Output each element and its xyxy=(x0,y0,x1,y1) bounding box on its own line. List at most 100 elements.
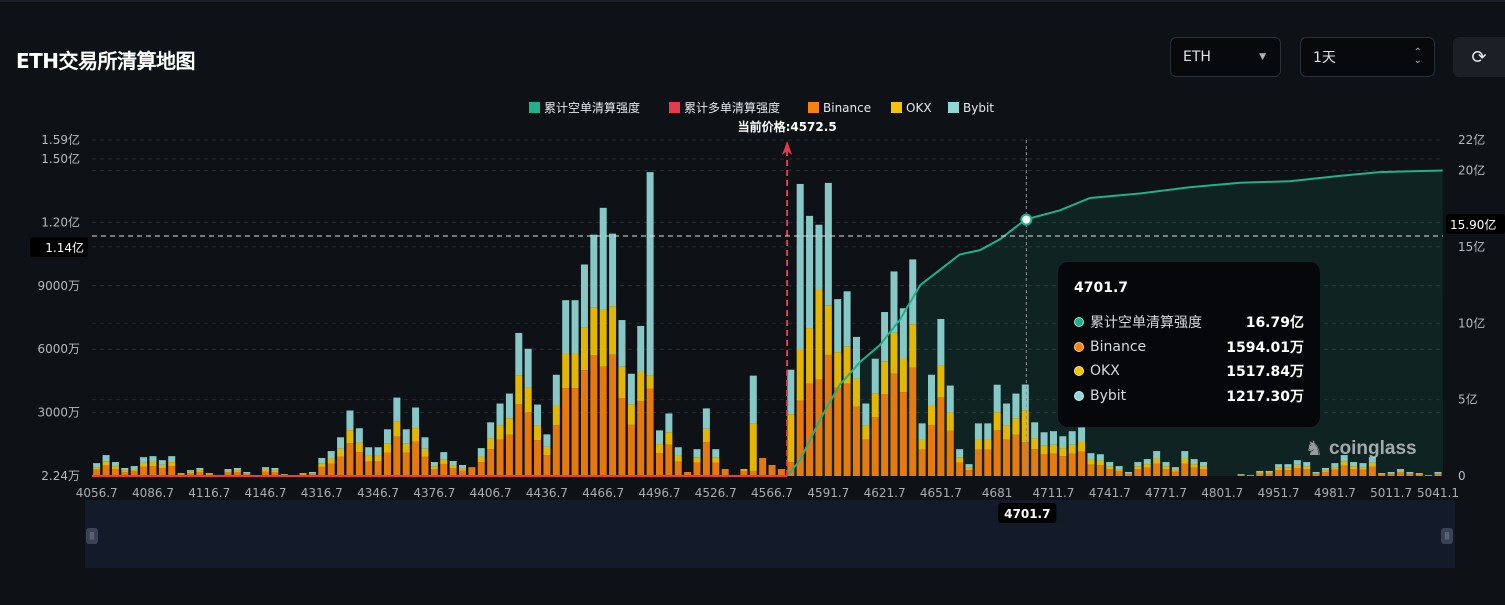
refresh-button[interactable]: ⟳ xyxy=(1453,37,1505,77)
bar-binance xyxy=(158,467,166,476)
bar-bybit xyxy=(552,374,560,405)
bar-okx xyxy=(918,439,926,450)
bar-binance xyxy=(768,465,776,476)
bar-okx xyxy=(1434,473,1442,474)
bar-binance xyxy=(1115,470,1123,476)
x-tick-label: 4621.7 xyxy=(864,486,906,500)
bar-binance xyxy=(130,470,138,476)
bar-bybit xyxy=(824,182,832,306)
x-tick-label: 4681 xyxy=(982,486,1013,500)
series-dot-icon xyxy=(1074,317,1084,328)
bar-binance xyxy=(1049,453,1057,476)
bar-bybit xyxy=(1124,471,1132,474)
bar-okx xyxy=(440,459,448,464)
bar-binance xyxy=(1425,475,1433,476)
bar-okx xyxy=(712,457,720,463)
bar-binance xyxy=(1406,473,1414,476)
bar-bybit xyxy=(599,207,607,310)
x-tick-label: 4436.7 xyxy=(526,486,568,500)
tooltip-value: 1517.84万 xyxy=(1226,364,1304,381)
bar-okx xyxy=(374,455,382,462)
bar-okx xyxy=(346,430,354,444)
bar-binance xyxy=(702,442,710,476)
bar-bybit xyxy=(1200,462,1208,467)
bar-bybit xyxy=(974,423,982,440)
bar-binance xyxy=(355,452,363,476)
legend-swatch xyxy=(948,102,959,113)
x-tick-label: 4146.7 xyxy=(245,486,287,500)
bar-binance xyxy=(852,406,860,476)
bar-okx xyxy=(637,370,645,401)
bar-bybit xyxy=(1284,464,1292,468)
x-tick-label: 4496.7 xyxy=(638,486,680,500)
bar-okx xyxy=(1124,473,1132,474)
y-left-tick-label: 1.20亿 xyxy=(41,214,80,229)
bar-bybit xyxy=(1012,393,1020,419)
bar-okx xyxy=(1256,472,1264,474)
legend-item: Binance xyxy=(823,101,871,115)
bar-bybit xyxy=(1087,453,1095,460)
bar-okx xyxy=(1265,472,1273,474)
bar-bybit xyxy=(205,473,213,474)
bar-okx xyxy=(524,387,532,413)
bar-bybit xyxy=(1256,470,1264,473)
bar-okx xyxy=(599,309,607,367)
bar-binance xyxy=(1078,451,1086,476)
tooltip-label: OKX xyxy=(1090,363,1120,380)
bar-bybit xyxy=(158,460,166,465)
bar-okx xyxy=(421,448,429,457)
bar-bybit xyxy=(1096,454,1104,461)
bar-okx xyxy=(177,473,185,475)
slider-handle-right[interactable]: || xyxy=(1441,528,1453,544)
x-tick-label: 5011.7 xyxy=(1370,486,1412,500)
slider-handle-left[interactable]: || xyxy=(86,528,98,544)
bar-okx xyxy=(205,473,213,475)
bar-binance xyxy=(1331,469,1339,476)
y-left-tick-label: 3000万 xyxy=(37,406,80,420)
bar-okx xyxy=(1162,466,1170,470)
bar-binance xyxy=(262,471,270,476)
tooltip-row: OKX 1517.84万 xyxy=(1074,359,1304,384)
bar-binance xyxy=(899,392,907,476)
bar-okx xyxy=(243,473,251,474)
time-range-select[interactable]: 1天 ⌃ ⌄ xyxy=(1300,37,1435,77)
bar-bybit xyxy=(618,320,626,367)
bar-bybit xyxy=(346,410,354,431)
bar-bybit xyxy=(580,264,588,328)
page-title: ETH交易所清算地图 xyxy=(16,49,196,73)
bar-binance xyxy=(1340,465,1348,476)
bar-bybit xyxy=(946,385,954,413)
bar-bybit xyxy=(440,452,448,460)
bar-bybit xyxy=(637,325,645,371)
bar-bybit xyxy=(1359,463,1367,468)
y-left-tick-label: 1.59亿 xyxy=(41,132,80,147)
tooltip-value: 1217.30万 xyxy=(1226,388,1304,405)
bar-bybit xyxy=(909,259,917,325)
coin-select-value: ETH xyxy=(1183,49,1211,65)
bar-okx xyxy=(224,470,232,473)
coinglass-watermark: ♞ coinglass xyxy=(1305,436,1417,461)
bar-bybit xyxy=(1331,463,1339,468)
bar-okx xyxy=(1096,460,1104,466)
bar-okx xyxy=(337,448,345,457)
bar-bybit xyxy=(233,467,241,471)
zoom-slider[interactable] xyxy=(85,500,1455,568)
bar-okx xyxy=(515,375,523,405)
bar-okx xyxy=(909,324,917,368)
coin-select[interactable]: ETH ▼ xyxy=(1170,37,1281,77)
bar-binance xyxy=(637,400,645,476)
bar-binance xyxy=(534,440,542,476)
bar-bybit xyxy=(1387,471,1395,474)
bar-binance xyxy=(449,468,457,476)
legend-swatch xyxy=(529,102,540,113)
bar-binance xyxy=(627,424,635,476)
bar-bybit xyxy=(1162,462,1170,467)
legend-item: OKX xyxy=(906,101,932,115)
bar-binance xyxy=(1162,469,1170,476)
bar-binance xyxy=(1106,469,1114,476)
bar-binance xyxy=(318,466,326,476)
bar-binance xyxy=(918,449,926,476)
y-right-tick-label: 10亿 xyxy=(1458,315,1485,330)
bar-okx xyxy=(580,327,588,371)
x-tick-label: 4801.7 xyxy=(1201,486,1243,500)
